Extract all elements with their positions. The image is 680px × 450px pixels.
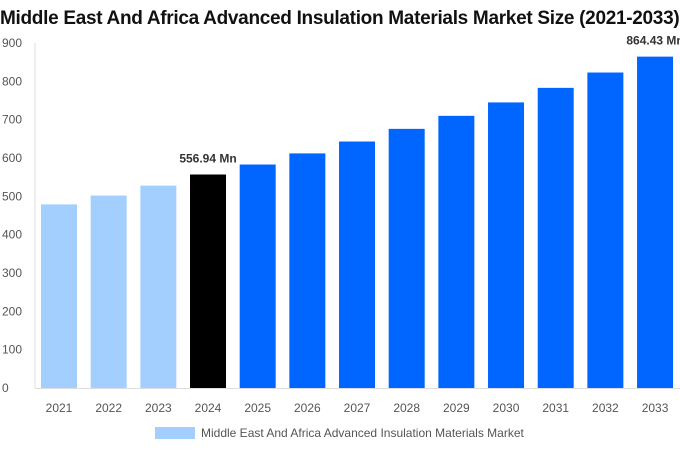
y-tick-label: 700 — [2, 113, 22, 127]
x-tick-label: 2021 — [46, 401, 73, 415]
y-tick-label: 500 — [2, 189, 22, 203]
x-tick-label: 2033 — [642, 401, 669, 415]
x-tick-label: 2026 — [294, 401, 321, 415]
x-tick-label: 2022 — [95, 401, 122, 415]
x-tick-label: 2029 — [443, 401, 470, 415]
bar-2031 — [537, 87, 574, 388]
legend-swatch — [155, 427, 195, 439]
bar-2021 — [41, 204, 77, 388]
x-tick-label: 2025 — [244, 401, 271, 415]
y-tick-label: 200 — [2, 304, 22, 318]
bar-2033 — [637, 56, 674, 389]
data-label: 864.43 Mn — [626, 34, 680, 48]
legend: Middle East And Africa Advanced Insulati… — [155, 426, 524, 440]
x-tick-label: 2030 — [493, 401, 520, 415]
x-tick-label: 2028 — [393, 401, 420, 415]
bar-2022 — [90, 195, 127, 388]
x-tick-label: 2023 — [145, 401, 172, 415]
x-tick-label: 2027 — [344, 401, 371, 415]
y-tick-label: 600 — [2, 151, 22, 165]
bar-2026 — [289, 153, 326, 388]
bar-2027 — [339, 141, 376, 388]
x-tick-label: 2024 — [195, 401, 222, 415]
y-tick-label: 300 — [2, 266, 22, 280]
bar-2030 — [488, 102, 525, 389]
bar-2032 — [587, 72, 624, 389]
y-tick-label: 0 — [2, 381, 9, 395]
y-tick-label: 400 — [2, 228, 22, 242]
y-tick-label: 800 — [2, 74, 22, 88]
chart-title: Middle East And Africa Advanced Insulati… — [0, 8, 680, 29]
bar-2028 — [388, 128, 425, 388]
bar-2029 — [438, 115, 475, 388]
legend-label: Middle East And Africa Advanced Insulati… — [201, 426, 524, 440]
y-tick-label: 100 — [2, 343, 22, 357]
bar-2024 — [190, 174, 227, 388]
bar-2025 — [239, 164, 276, 388]
x-tick-label: 2031 — [542, 401, 569, 415]
data-label: 556.94 Mn — [179, 152, 236, 166]
x-tick-label: 2032 — [592, 401, 619, 415]
y-tick-label: 900 — [2, 36, 22, 50]
bar-2023 — [140, 185, 177, 388]
